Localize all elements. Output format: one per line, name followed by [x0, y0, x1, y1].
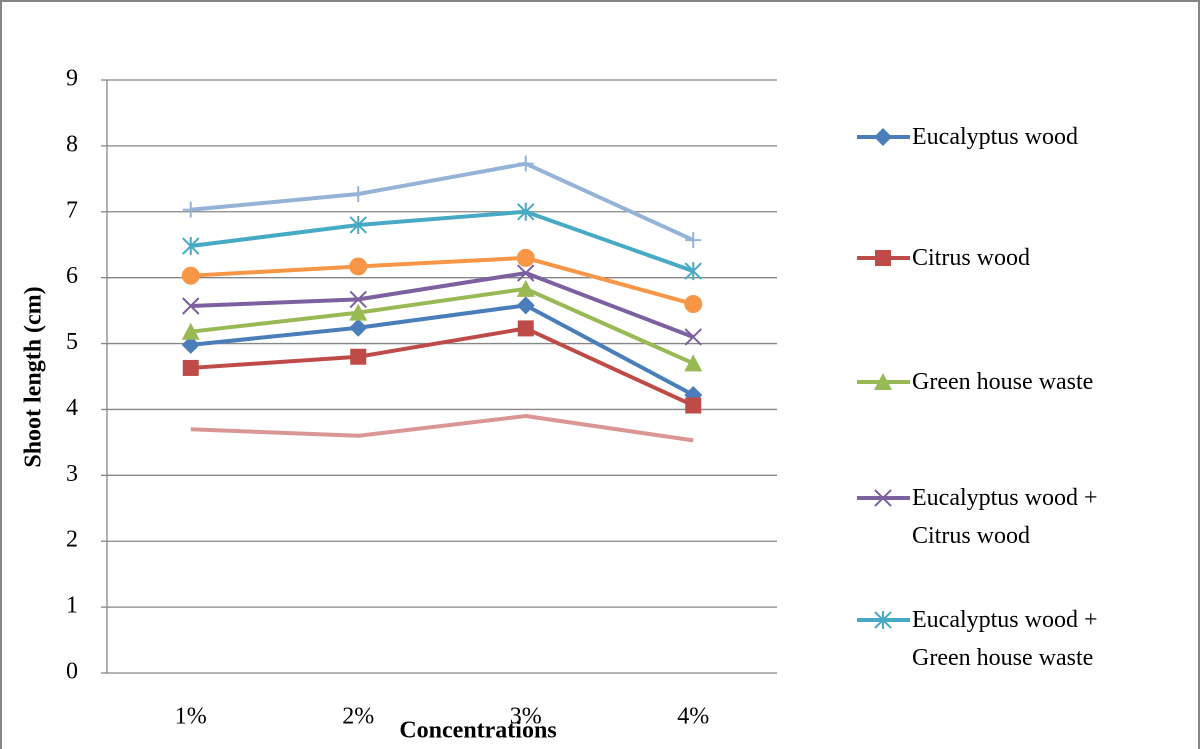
y-axis-title: Shoot length (cm): [21, 286, 47, 467]
marker: [875, 250, 891, 266]
y-tick-label: 6: [66, 263, 78, 289]
series-line: [190, 255, 694, 306]
legend-label: Green house waste: [912, 369, 1094, 395]
y-tick-label: 7: [66, 197, 78, 223]
series-line: [190, 326, 695, 408]
marker: [516, 296, 535, 315]
x-axis-title: Concentrations: [399, 718, 556, 744]
marker: [684, 354, 703, 372]
marker: [350, 348, 367, 365]
y-tick-label: 0: [66, 659, 78, 685]
marker: [182, 237, 200, 256]
marker: [181, 322, 200, 340]
series-line: [190, 271, 694, 339]
marker: [684, 328, 702, 346]
series-line: [190, 303, 695, 397]
marker: [182, 201, 199, 218]
x-tick-label: 1%: [175, 704, 207, 730]
marker: [349, 290, 367, 309]
marker: [874, 128, 892, 146]
marker: [684, 262, 702, 281]
marker: [181, 266, 200, 285]
y-tick-label: 5: [66, 329, 78, 355]
marker: [182, 297, 200, 315]
marker: [182, 359, 199, 376]
legend-label: Citrus wood: [912, 245, 1031, 271]
x-tick-label: 3%: [510, 704, 542, 730]
legend-label: Eucalyptus wood + Green house waste: [912, 607, 1098, 671]
marker: [349, 215, 367, 234]
marker: [350, 185, 367, 202]
y-tick-label: 2: [66, 527, 78, 553]
y-tick-label: 3: [66, 461, 78, 487]
marker: [874, 611, 892, 629]
marker: [349, 303, 368, 321]
series-line: [190, 209, 694, 273]
marker: [517, 320, 534, 337]
legend-label: Eucalyptus wood + Citrus wood: [912, 485, 1098, 549]
marker: [517, 155, 534, 172]
marker: [349, 257, 368, 276]
series-line: [190, 414, 694, 443]
marker: [874, 489, 892, 507]
series-line: [190, 161, 695, 242]
legend-label: Eucalyptus wood: [912, 124, 1078, 150]
y-tick-label: 9: [66, 66, 78, 92]
marker: [181, 335, 200, 354]
x-tick-label: 4%: [677, 704, 709, 730]
marker: [349, 318, 368, 337]
series-line: [190, 286, 695, 366]
marker: [517, 202, 535, 221]
marker: [516, 248, 535, 267]
x-tick-label: 2%: [342, 704, 374, 730]
y-tick-label: 4: [66, 395, 78, 421]
marker: [874, 373, 892, 390]
marker: [685, 397, 702, 414]
marker: [685, 232, 702, 249]
marker: [517, 264, 535, 282]
marker: [684, 295, 703, 314]
y-tick-label: 1: [66, 593, 78, 619]
marker: [516, 279, 535, 297]
y-tick-label: 8: [66, 131, 78, 157]
